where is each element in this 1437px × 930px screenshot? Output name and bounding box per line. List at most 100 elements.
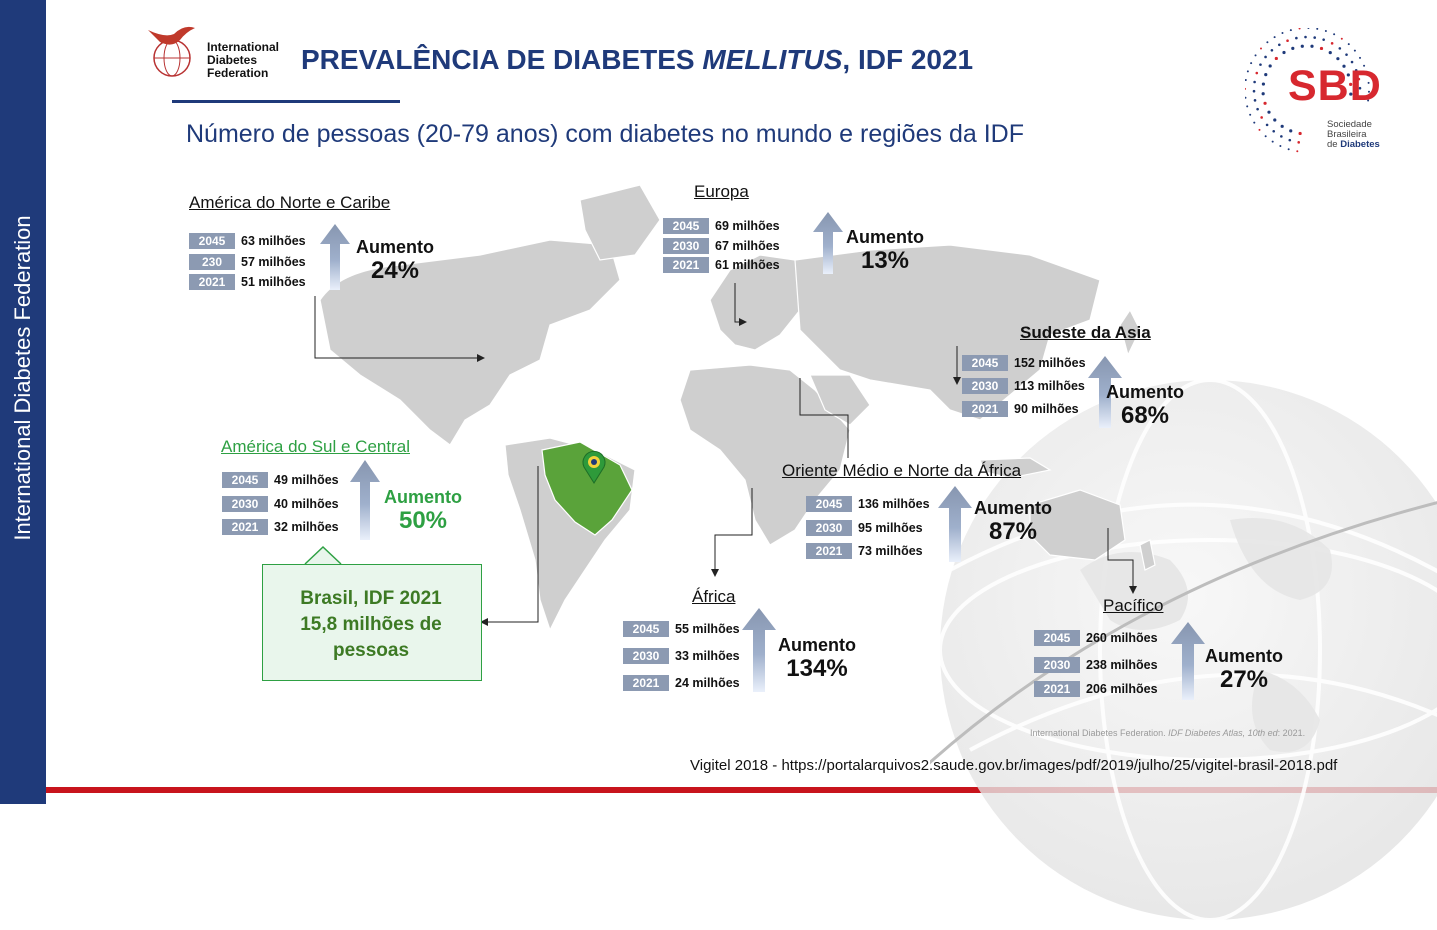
region-title: Oriente Médio e Norte da África	[782, 461, 1022, 480]
people-value: 33 milhões	[675, 649, 740, 663]
people-value: 32 milhões	[274, 520, 339, 534]
year-badge: 2021	[663, 257, 709, 273]
increase-percent: 134%	[786, 654, 848, 682]
year-badge: 2045	[663, 218, 709, 234]
region-data-row: 2021 73 milhões	[806, 542, 923, 560]
increase-percent: 13%	[860, 246, 910, 274]
year-badge: 2021	[189, 274, 235, 290]
increase-word: Aumento	[974, 498, 1052, 518]
region-data-row: 2045 49 milhões	[222, 471, 339, 489]
increase-percent: 27%	[1219, 665, 1269, 693]
year-badge: 2045	[962, 355, 1008, 371]
year-badge: 2030	[1034, 657, 1080, 673]
year-badge: 2045	[806, 496, 852, 512]
people-value: 95 milhões	[858, 521, 923, 535]
title-underline	[172, 100, 400, 103]
year-badge: 2021	[962, 401, 1008, 417]
region-title: Sudeste da Asia	[1020, 323, 1151, 342]
people-value: 69 milhões	[715, 219, 780, 233]
region-title: África	[692, 587, 736, 606]
page-title: PREVALÊNCIA DE DIABETES MELLITUS, IDF 20…	[301, 44, 974, 75]
people-value: 238 milhões	[1086, 658, 1158, 672]
region-data-row: 2045 136 milhões	[806, 495, 930, 513]
year-badge: 2045	[189, 233, 235, 249]
year-badge: 2045	[222, 472, 268, 488]
year-badge: 2021	[806, 543, 852, 559]
year-badge: 2030	[806, 520, 852, 536]
region-data-row: 2021 24 milhões	[623, 674, 740, 692]
region-title: Pacífico	[1103, 596, 1164, 615]
region-data-row: 2021 61 milhões	[663, 256, 780, 274]
people-value: 57 milhões	[241, 255, 306, 269]
increase-label: Aumento 24%	[356, 237, 434, 284]
region-data-row: 2045 63 milhões	[189, 232, 306, 250]
increase-word: Aumento	[778, 635, 856, 655]
people-value: 113 milhões	[1014, 379, 1085, 393]
increase-percent: 50%	[398, 506, 448, 534]
year-badge: 2045	[1034, 630, 1080, 646]
increase-label: Aumento 87%	[974, 498, 1052, 545]
increase-word: Aumento	[1205, 646, 1283, 666]
increase-label: Aumento 13%	[846, 227, 924, 274]
region-data-row: 2021 90 milhões	[962, 400, 1079, 418]
page-subtitle: Número de pessoas (20-79 anos) com diabe…	[186, 120, 1024, 148]
year-badge: 2021	[623, 675, 669, 691]
region-data-row: 2021 32 milhões	[222, 518, 339, 536]
year-badge: 2045	[623, 621, 669, 637]
people-value: 260 milhões	[1086, 631, 1158, 645]
region-data-row: 2045 152 milhões	[962, 354, 1086, 372]
region-data-row: 2030 67 milhões	[663, 237, 780, 255]
region-title: América do Norte e Caribe	[189, 193, 391, 212]
people-value: 24 milhões	[675, 676, 740, 690]
people-value: 51 milhões	[241, 275, 306, 289]
year-badge: 2021	[1034, 681, 1080, 697]
source-credit: International Diabetes Federation. IDF D…	[1030, 728, 1306, 738]
increase-word: Aumento	[1106, 382, 1184, 402]
increase-percent: 24%	[370, 256, 420, 284]
sbd-logo-subtext: Sociedade Brasileira de Diabetes	[1327, 119, 1380, 150]
year-badge: 2021	[222, 519, 268, 535]
people-value: 61 milhões	[715, 258, 780, 272]
people-value: 63 milhões	[241, 234, 306, 248]
people-value: 40 milhões	[274, 497, 339, 511]
japan-shape	[1119, 308, 1141, 357]
increase-word: Aumento	[846, 227, 924, 247]
new-zealand-shape	[1139, 539, 1156, 571]
people-value: 206 milhões	[1086, 682, 1158, 696]
idf-logo	[148, 26, 195, 77]
people-value: 136 milhões	[858, 497, 930, 511]
region-data-row: 2045 55 milhões	[623, 620, 740, 638]
greenland-shape	[579, 184, 661, 261]
people-value: 49 milhões	[274, 473, 339, 487]
region-data-row: 2030 40 milhões	[222, 495, 339, 513]
people-value: 67 milhões	[715, 239, 780, 253]
increase-label: Aumento 27%	[1205, 646, 1283, 693]
sidebar: International Diabetes Federation	[0, 0, 46, 804]
idf-logo-text: International Diabetes Federation	[207, 40, 280, 80]
reference-link[interactable]: Vigitel 2018 - https://portalarquivos2.s…	[690, 757, 1338, 774]
region-data-row: 2021 206 milhões	[1034, 680, 1158, 698]
region-data-row: 2021 51 milhões	[189, 273, 306, 291]
people-value: 90 milhões	[1014, 402, 1079, 416]
brasil-callout-text: Brasil, IDF 2021 15,8 milhões de pessoas	[300, 588, 442, 661]
increase-word: Aumento	[356, 237, 434, 257]
sbd-logo	[1245, 28, 1370, 153]
increase-word: Aumento	[384, 487, 462, 507]
region-data-row: 2030 238 milhões	[1034, 656, 1158, 674]
sidebar-label: International Diabetes Federation	[10, 215, 35, 541]
people-value: 55 milhões	[675, 622, 740, 636]
increase-label: Aumento 134%	[778, 635, 856, 682]
region-data-row: 2045 69 milhões	[663, 217, 780, 235]
increase-percent: 68%	[1120, 401, 1170, 429]
brasil-callout-box	[262, 564, 482, 681]
increase-percent: 87%	[988, 517, 1038, 545]
region-data-row: 2045 260 milhões	[1034, 629, 1158, 647]
region-title: América do Sul e Central	[221, 437, 410, 456]
year-badge: 2030	[222, 496, 268, 512]
people-value: 152 milhões	[1014, 356, 1086, 370]
people-value: 73 milhões	[858, 544, 923, 558]
location-pin-icon	[582, 450, 606, 484]
increase-label: Aumento 68%	[1106, 382, 1184, 429]
region-data-row: 2030 33 milhões	[623, 647, 740, 665]
year-badge: 230	[189, 254, 235, 270]
